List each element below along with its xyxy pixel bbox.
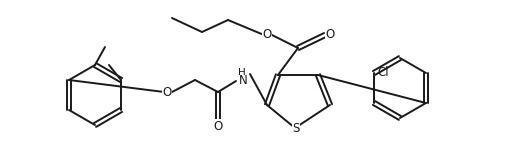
Text: Cl: Cl — [377, 66, 389, 80]
Text: N: N — [239, 75, 247, 88]
Text: H: H — [238, 68, 246, 78]
Text: O: O — [262, 29, 272, 42]
Text: O: O — [214, 120, 223, 133]
Text: O: O — [162, 86, 172, 98]
Text: S: S — [292, 122, 300, 135]
Text: O: O — [325, 29, 335, 42]
